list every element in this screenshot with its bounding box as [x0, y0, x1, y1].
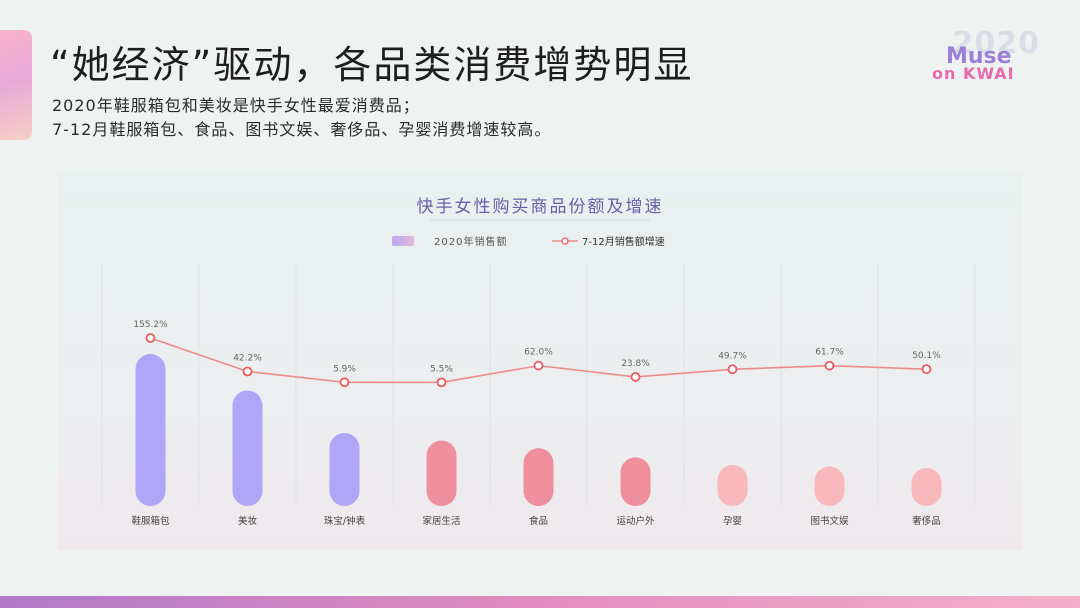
growth-point-7 [727, 364, 738, 375]
growth-label-6: 23.8% [621, 359, 650, 369]
subtitle-line-2: 7-12月鞋服箱包、食品、图书文娱、奢侈品、孕婴消费增速较高。 [52, 120, 552, 139]
bar-8 [814, 466, 845, 506]
bar-5 [523, 448, 554, 506]
growth-label-3: 5.9% [333, 364, 356, 374]
bar-1 [135, 354, 166, 506]
category-label-2: 美妆 [238, 515, 258, 527]
bar-4 [426, 440, 457, 506]
growth-point-2 [242, 366, 253, 377]
bar-3 [329, 433, 360, 506]
growth-label-7: 49.7% [718, 351, 747, 361]
growth-line [150, 337, 927, 384]
legend-bar-swatch [392, 236, 414, 246]
page-subtitle: 2020年鞋服箱包和美妆是快手女性最爱消费品； 7-12月鞋服箱包、食品、图书文… [52, 94, 551, 142]
growth-label-4: 5.5% [430, 364, 453, 374]
chart-svg: 快手女性购买商品份额及增速 2020年销售额 7-12月销售额增速 155.2%… [101, 197, 976, 527]
category-label-4: 家居生活 [422, 515, 461, 527]
bar-6 [620, 457, 651, 506]
logo-kwai: on KWAI [932, 64, 1015, 83]
chart-title: 快手女性购买商品份额及增速 [417, 197, 664, 217]
bar-9 [911, 468, 942, 506]
legend-line-marker [561, 237, 569, 245]
growth-point-9 [921, 364, 932, 375]
chart-panel: 快手女性购买商品份额及增速 2020年销售额 7-12月销售额增速 155.2%… [58, 172, 1022, 550]
bar-7 [717, 464, 748, 506]
growth-point-8 [824, 360, 835, 371]
growth-label-8: 61.7% [815, 348, 844, 358]
growth-point-3 [339, 377, 350, 388]
category-label-6: 运动户外 [616, 515, 655, 527]
growth-point-6 [630, 372, 641, 382]
category-label-1: 鞋服箱包 [131, 515, 170, 527]
logo-muse: Muse [946, 44, 1012, 69]
muse-on-kwai-logo: 2020 Muse on KWAI [930, 26, 1040, 86]
subtitle-line-1: 2020年鞋服箱包和美妆是快手女性最爱消费品； [52, 96, 420, 115]
category-label-5: 食品 [529, 515, 548, 527]
growth-label-9: 50.1% [912, 351, 941, 361]
growth-point-5 [533, 360, 544, 371]
legend-bar-label: 2020年销售额 [434, 235, 507, 248]
page-title: “她经济”驱动，各品类消费增势明显 [50, 43, 694, 87]
category-label-9: 奢侈品 [912, 515, 941, 527]
growth-label-2: 42.2% [233, 353, 262, 363]
growth-label-1: 155.2% [133, 320, 168, 330]
growth-point-4 [436, 377, 447, 388]
legend-line-label: 7-12月销售额增速 [582, 235, 665, 248]
logo-year: 2020 [952, 26, 1040, 61]
bottom-gradient-bar [0, 596, 1080, 608]
growth-label-5: 62.0% [524, 348, 553, 358]
title-accent-bar [0, 30, 32, 140]
category-label-7: 孕婴 [723, 516, 742, 527]
bar-2 [232, 390, 263, 506]
category-label-3: 珠宝/钟表 [324, 515, 366, 527]
category-label-8: 图书文娱 [810, 515, 849, 527]
growth-point-1 [145, 333, 156, 343]
